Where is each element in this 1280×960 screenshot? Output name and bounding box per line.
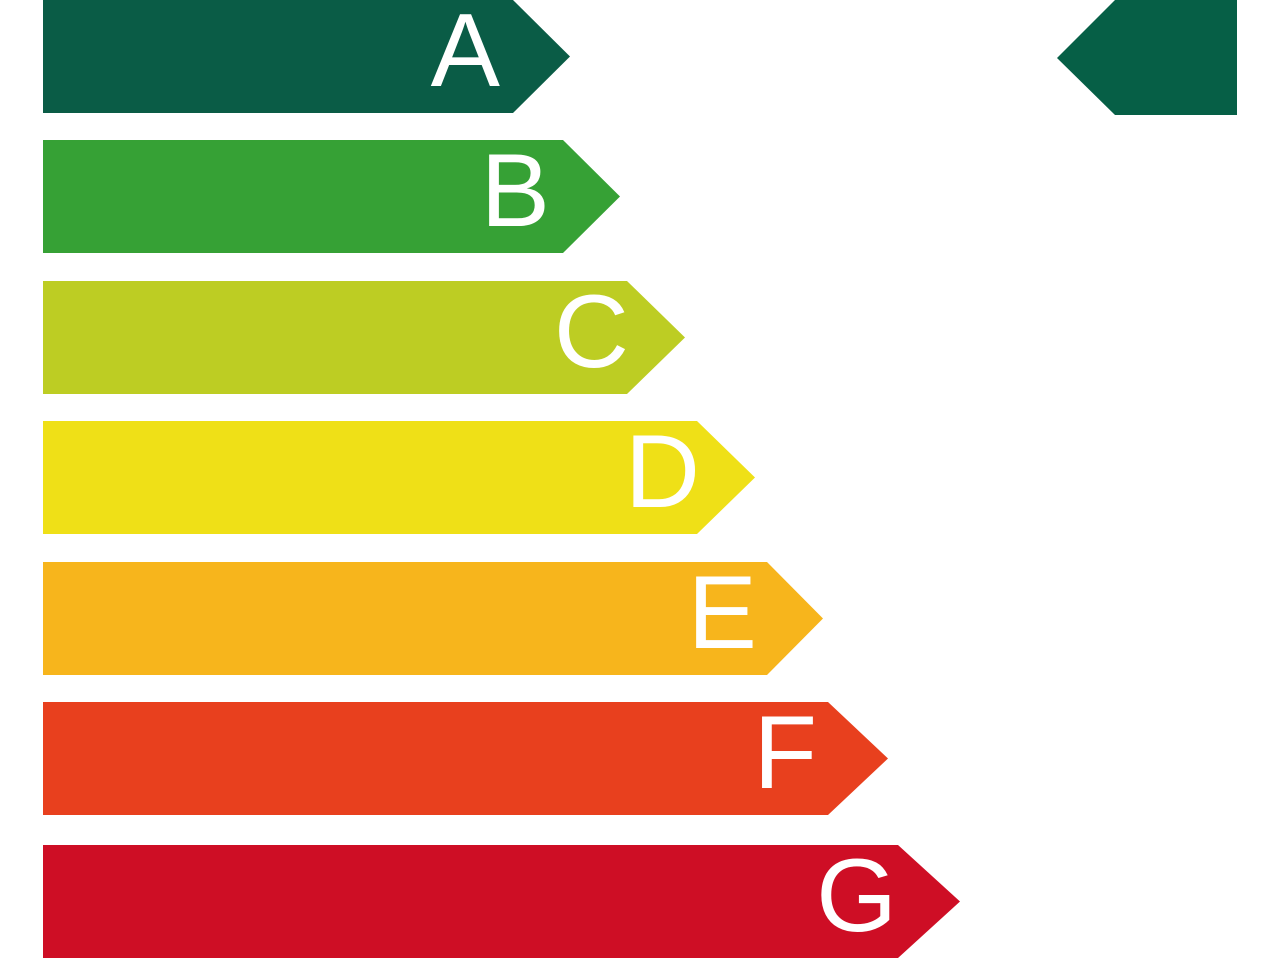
rating-band-letter-g: G [816,838,897,954]
rating-band-e: E [43,555,823,675]
rating-band-shape-e [43,562,823,675]
rating-band-letter-a: A [431,0,501,109]
rating-band-shape-f [43,702,888,815]
rating-band-shape-d [43,421,755,534]
current-rating-pointer [1057,0,1237,115]
rating-band-c: C [43,274,685,394]
rating-band-g: G [43,838,960,958]
rating-band-letter-d: D [625,414,700,530]
rating-band-f: F [43,695,888,815]
current-rating-pointer-shape [1057,0,1237,115]
rating-band-d: D [43,414,755,534]
rating-band-shape-a [43,0,570,113]
rating-band-letter-f: F [753,695,817,811]
rating-band-letter-c: C [554,274,629,390]
rating-band-shape-b [43,140,620,253]
rating-band-shape-c [43,281,685,394]
rating-band-a: A [43,0,570,113]
rating-band-letter-b: B [481,133,550,249]
rating-band-letter-e: E [688,555,757,671]
rating-band-shape-g [43,845,960,958]
rating-band-b: B [43,133,620,253]
